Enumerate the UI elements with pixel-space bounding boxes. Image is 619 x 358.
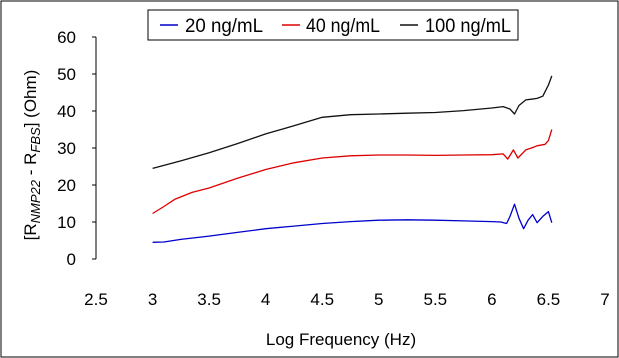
- legend-label-40: 40 ng/mL: [306, 16, 380, 37]
- legend: 20 ng/mL 40 ng/mL 100 ng/mL: [147, 9, 519, 41]
- y-tick-label: 50: [57, 65, 76, 84]
- y-tick-label: 10: [57, 213, 76, 232]
- series-layer: [152, 75, 553, 243]
- y-axis-title: [RNMP22 - RFBS] (Ohm): [21, 70, 43, 241]
- x-tick-label: 5: [374, 290, 383, 309]
- legend-label-20: 20 ng/mL: [185, 16, 263, 37]
- x-tick-label: 2.5: [84, 290, 108, 309]
- y-tick-label: 0: [67, 250, 76, 269]
- series-line-20: [152, 203, 553, 243]
- x-tick-label: 6: [487, 290, 496, 309]
- x-tick-label: 5.5: [424, 290, 448, 309]
- x-tick-label: 7: [600, 290, 609, 309]
- y-tick-label: 60: [57, 28, 76, 47]
- y-axis-title-middle: - R: [21, 153, 40, 180]
- x-tick-label: 4.5: [310, 290, 334, 309]
- x-tick-label: 3: [148, 290, 157, 309]
- x-axis-tick-labels: 2.5 3 3.5 4 4.5 5 5.5 6 6.5 7: [84, 290, 610, 309]
- x-tick-label: 6.5: [537, 290, 561, 309]
- y-axis: 0 10 20 30 40 50 60: [57, 28, 97, 269]
- y-tick-label: 30: [57, 139, 76, 158]
- y-axis-title-prefix: [R: [21, 223, 40, 240]
- x-axis-title: Log Frequency (Hz): [266, 330, 416, 349]
- x-tick-label: 4: [261, 290, 270, 309]
- y-axis-title-sub2: FBS: [28, 127, 43, 153]
- series-line-40: [152, 129, 553, 215]
- series-line-100: [152, 75, 553, 170]
- legend-label-100: 100 ng/mL: [425, 16, 511, 37]
- legend-box: [147, 9, 519, 41]
- x-tick-label: 3.5: [197, 290, 221, 309]
- y-tick-label: 20: [57, 176, 76, 195]
- y-axis-title-suffix: ] (Ohm): [21, 70, 40, 128]
- y-tick-label: 40: [57, 102, 76, 121]
- y-axis-title-sub1: NMP22: [28, 179, 43, 223]
